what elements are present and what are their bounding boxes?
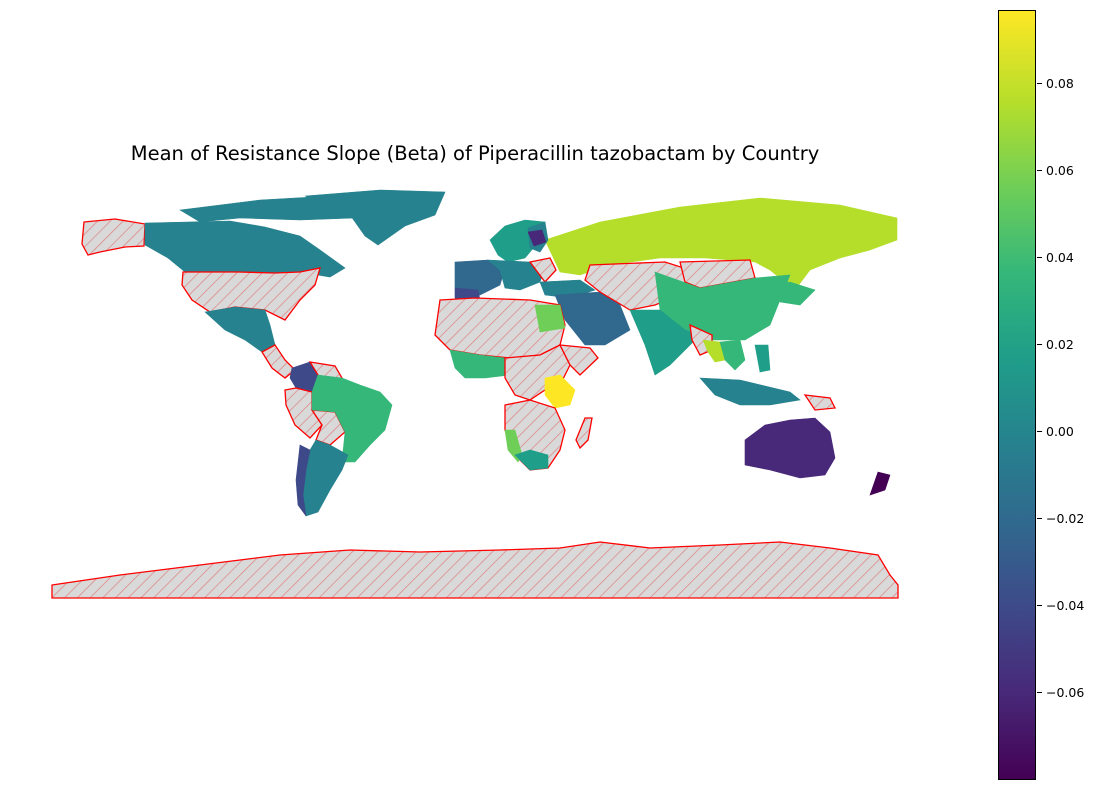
colorbar-tick: 0.04	[1037, 249, 1097, 265]
country-png	[803, 394, 837, 411]
tick-mark	[1037, 604, 1042, 606]
tick-mark	[1037, 343, 1042, 345]
country-madagascar	[575, 417, 593, 450]
country-india	[629, 309, 701, 376]
country-egypt	[534, 304, 566, 333]
country-korea-japan	[769, 281, 816, 306]
tick-mark	[1037, 256, 1042, 258]
colorbar-tick: 0.06	[1037, 162, 1097, 178]
tick-mark	[1037, 430, 1042, 432]
country-philippines	[754, 344, 771, 373]
tick-mark	[1037, 169, 1042, 171]
country-chile	[295, 444, 311, 517]
country-central-am	[261, 344, 296, 379]
country-horn	[558, 344, 599, 376]
colorbar-tick: 0.08	[1037, 75, 1097, 91]
country-brazil	[311, 374, 393, 463]
colorbar-tick: −0.02	[1037, 510, 1097, 526]
country-usa	[181, 267, 321, 321]
country-australia	[744, 417, 836, 479]
tick-label: −0.06	[1046, 684, 1085, 700]
country-south-africa	[514, 449, 549, 471]
country-new-zealand	[869, 471, 891, 496]
colorbar	[998, 10, 1036, 780]
tick-label: −0.04	[1046, 597, 1085, 613]
colorbar-tick: −0.06	[1037, 684, 1097, 700]
country-east-africa	[544, 374, 576, 409]
tick-label: 0.08	[1046, 75, 1074, 91]
country-greenland	[304, 189, 446, 246]
tick-label: 0.06	[1046, 162, 1074, 178]
country-shapes	[51, 189, 899, 599]
country-eastern-eur	[528, 257, 557, 284]
country-mexico	[204, 306, 276, 353]
tick-label: −0.02	[1046, 510, 1085, 526]
country-indochina	[719, 339, 746, 371]
country-thailand	[702, 339, 726, 363]
tick-label: 0.02	[1046, 336, 1074, 352]
country-belarus	[527, 229, 547, 247]
colorbar-tick: 0.00	[1037, 423, 1097, 439]
map-title: Mean of Resistance Slope (Beta) of Piper…	[130, 142, 820, 165]
tick-label: 0.04	[1046, 249, 1074, 265]
colorbar-tick: 0.02	[1037, 336, 1097, 352]
country-west-africa	[449, 349, 511, 379]
tick-mark	[1037, 82, 1042, 84]
tick-label: 0.00	[1046, 423, 1074, 439]
country-malaysia-indo	[699, 377, 801, 406]
country-antarctica	[51, 541, 899, 599]
tick-mark	[1037, 517, 1042, 519]
country-alaska	[81, 218, 146, 256]
colorbar-tick: −0.04	[1037, 597, 1097, 613]
tick-mark	[1037, 691, 1042, 693]
